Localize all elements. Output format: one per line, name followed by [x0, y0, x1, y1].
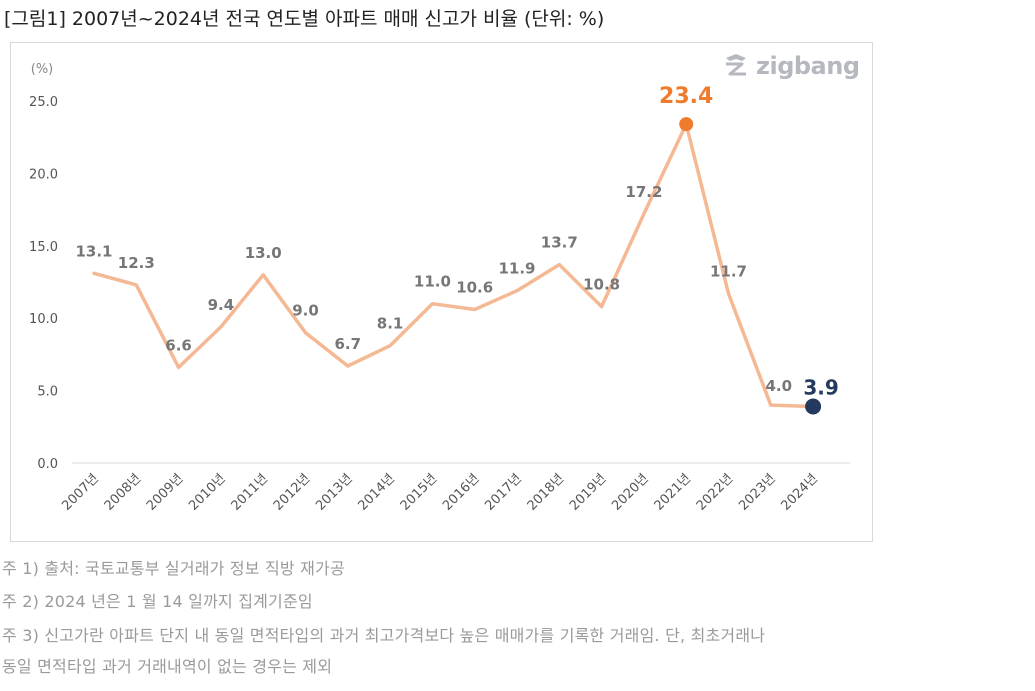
x-tick-label: 2022년	[694, 471, 736, 513]
x-tick-label: 2017년	[482, 471, 524, 513]
y-tick-label: 0.0	[37, 457, 58, 472]
y-axis-label: (%)	[31, 62, 54, 77]
x-tick-label: 2020년	[609, 471, 651, 513]
data-label: 13.7	[541, 234, 578, 252]
x-tick-label: 2011년	[229, 471, 271, 513]
x-tick-label: 2007년	[59, 471, 101, 513]
data-label: 17.2	[625, 183, 662, 201]
y-tick-label: 20.0	[29, 167, 58, 182]
data-label: 13.1	[75, 242, 112, 260]
peak-marker	[679, 117, 694, 132]
data-label: 9.4	[208, 296, 235, 314]
data-label: 4.0	[766, 377, 793, 395]
data-label: 11.0	[414, 273, 451, 291]
last-marker	[805, 398, 822, 415]
data-label: 11.9	[498, 260, 535, 278]
data-label-last: 3.9	[803, 376, 838, 400]
x-tick-label: 2024년	[778, 471, 820, 513]
y-tick-label: 15.0	[29, 240, 58, 255]
note-2: 주 2) 2024 년은 1 월 14 일까지 집계기준임	[2, 592, 313, 611]
data-label: 12.3	[118, 254, 155, 272]
x-tick-label: 2023년	[736, 471, 778, 513]
x-tick-label: 2013년	[313, 471, 355, 513]
x-tick-label: 2008년	[102, 471, 144, 513]
data-label: 13.0	[245, 244, 282, 262]
figure-title: [그림1] 2007년~2024년 전국 연도별 아파트 매매 신고가 비율 (…	[4, 8, 605, 30]
note-3: 주 3) 신고가란 아파트 단지 내 동일 면적타입의 과거 최고가격보다 높은…	[2, 626, 766, 645]
data-label-peak: 23.4	[659, 84, 713, 109]
data-label: 10.6	[456, 279, 493, 297]
x-tick-label: 2009년	[144, 471, 186, 513]
x-tick-label: 2018년	[525, 471, 567, 513]
data-label: 10.8	[583, 276, 620, 294]
logo-text: zigbang	[756, 52, 860, 80]
line-chart: (%) 0.0 5.0 10.0 15.0 20.0 25.0 2007년 2008년 2009년…	[29, 62, 850, 514]
note-4: 동일 면적타입 과거 거래내역이 없는 경우는 제외	[2, 657, 333, 676]
note-1: 주 1) 출처: 국토교통부 실거래가 정보 직방 재가공	[2, 559, 345, 578]
x-tick-label: 2016년	[440, 471, 482, 513]
x-tick-label: 2019년	[567, 471, 609, 513]
zigbang-logo-icon	[726, 54, 746, 76]
x-tick-label: 2014년	[355, 471, 397, 513]
line-layer	[92, 117, 822, 415]
data-label: 6.7	[335, 335, 362, 353]
x-tick-label: 2010년	[186, 471, 228, 513]
y-tick-label: 10.0	[29, 312, 58, 327]
data-label: 8.1	[377, 315, 404, 333]
zigbang-logo: zigbang	[722, 52, 860, 80]
data-label: 11.7	[710, 263, 747, 281]
y-tick-label: 25.0	[29, 95, 58, 110]
data-label: 6.6	[165, 336, 192, 354]
y-tick-label: 5.0	[37, 385, 58, 400]
label-layer: 13.1 12.3 6.6 9.4 13.0 9.0 6.7 8.1 11.0 10.6 11.9 1…	[75, 84, 838, 399]
series-line	[92, 122, 815, 409]
data-label: 9.0	[292, 302, 319, 320]
x-tick-label: 2012년	[271, 471, 313, 513]
x-tick-label: 2021년	[652, 471, 694, 513]
x-tick-label: 2015년	[398, 471, 440, 513]
